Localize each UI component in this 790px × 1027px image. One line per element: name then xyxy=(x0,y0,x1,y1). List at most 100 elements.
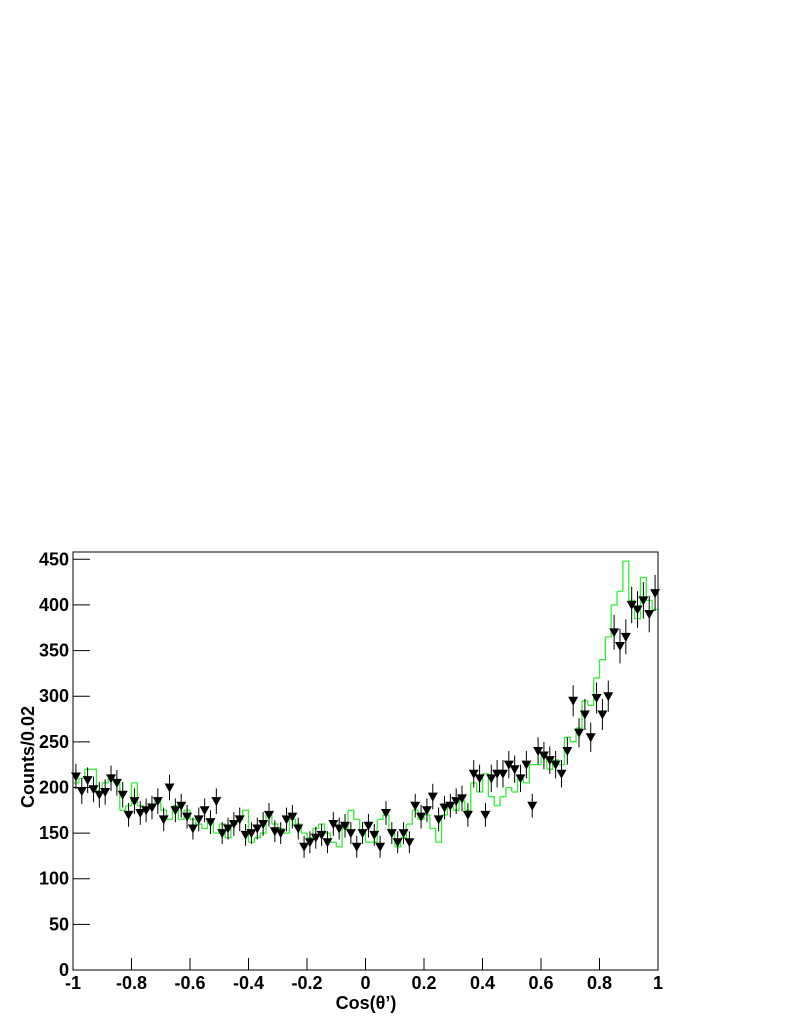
histogram-bin xyxy=(500,787,507,798)
data-point xyxy=(111,778,122,788)
data-point xyxy=(585,733,596,743)
histogram-bin xyxy=(353,818,361,834)
data-point xyxy=(316,830,327,840)
data-point xyxy=(574,728,585,738)
data-point xyxy=(468,769,479,779)
data-point xyxy=(199,806,210,816)
histogram-bin xyxy=(593,659,601,679)
data-point xyxy=(299,842,310,852)
histogram-bin xyxy=(611,591,618,606)
x-tick-label: -0.4 xyxy=(233,973,264,993)
data-point xyxy=(228,819,239,829)
data-point xyxy=(439,803,450,813)
y-tick-label: 0 xyxy=(59,960,69,980)
data-point xyxy=(556,769,567,779)
data-point xyxy=(462,810,473,820)
data-point xyxy=(304,838,315,848)
data-point xyxy=(620,632,631,642)
histogram-bin xyxy=(195,823,203,829)
data-point xyxy=(281,815,292,825)
x-tick-label: -0.2 xyxy=(291,973,322,993)
histogram-bin xyxy=(535,755,542,766)
histogram-bin xyxy=(622,560,630,601)
y-axis-label: Counts/0.02 xyxy=(18,706,38,808)
histogram-bin xyxy=(213,823,220,834)
data-point xyxy=(474,774,485,784)
data-point xyxy=(416,812,427,822)
data-point xyxy=(533,746,544,756)
y-tick-label: 300 xyxy=(39,686,69,706)
data-point xyxy=(597,710,608,720)
data-point xyxy=(457,794,468,804)
data-point xyxy=(451,797,462,807)
data-point xyxy=(176,801,187,811)
x-tick-label: -0.8 xyxy=(116,973,147,993)
histogram-bin xyxy=(570,728,577,743)
data-point xyxy=(170,806,181,816)
y-tick-label: 100 xyxy=(39,869,69,889)
data-point xyxy=(638,596,649,606)
histogram-bin xyxy=(424,814,431,829)
data-point xyxy=(626,600,637,610)
y-tick-label: 450 xyxy=(39,549,69,569)
histogram-bin xyxy=(605,604,612,638)
histogram-bin xyxy=(494,796,501,807)
data-point xyxy=(240,830,251,840)
data-point xyxy=(550,760,561,770)
data-point xyxy=(380,809,391,819)
histogram-bin xyxy=(371,819,378,843)
histogram-bin xyxy=(564,736,571,742)
data-point xyxy=(392,838,403,848)
data-point xyxy=(258,819,269,829)
histogram-bin xyxy=(254,833,261,839)
histogram-bin xyxy=(511,778,519,793)
histogram-bin xyxy=(248,837,255,843)
histogram-bin xyxy=(599,636,606,661)
histogram-bin xyxy=(476,773,484,793)
data-point xyxy=(503,760,514,770)
data-point xyxy=(357,829,368,839)
histogram-bin xyxy=(558,737,566,766)
data-point xyxy=(445,801,456,811)
histogram-bin xyxy=(470,782,478,793)
histogram-bin xyxy=(640,576,647,601)
histogram-bin xyxy=(576,700,583,729)
data-point xyxy=(427,792,438,802)
histogram-bin xyxy=(646,599,653,610)
histogram-bin xyxy=(73,778,80,784)
histogram-bin xyxy=(307,828,314,839)
data-point xyxy=(544,756,555,766)
histogram-bin xyxy=(400,823,408,839)
histogram-bin xyxy=(225,823,232,839)
data-point xyxy=(562,746,573,756)
histogram-bin xyxy=(634,577,642,620)
data-point xyxy=(509,765,520,775)
data-point xyxy=(421,806,432,816)
data-point xyxy=(486,774,497,784)
data-point xyxy=(152,797,163,807)
data-point xyxy=(182,812,193,822)
histogram-bin xyxy=(330,841,337,847)
histogram-bin xyxy=(464,782,472,811)
y-tick-label: 250 xyxy=(39,732,69,752)
histogram-bin xyxy=(336,828,343,848)
histogram-bin xyxy=(119,805,127,811)
data-point xyxy=(579,710,590,720)
data-point xyxy=(351,842,362,852)
data-point xyxy=(217,829,228,839)
data-point xyxy=(328,819,339,829)
histogram-bin xyxy=(295,823,302,834)
histogram-bin xyxy=(482,773,489,797)
data-point xyxy=(106,774,117,784)
histogram-bin xyxy=(429,827,437,843)
histogram-bin xyxy=(453,801,460,811)
data-point xyxy=(164,783,175,793)
data-point xyxy=(293,824,304,834)
histogram-bin xyxy=(628,599,636,619)
x-tick-label: 1 xyxy=(653,973,663,993)
histogram-bin xyxy=(347,809,355,820)
data-point xyxy=(123,810,134,820)
